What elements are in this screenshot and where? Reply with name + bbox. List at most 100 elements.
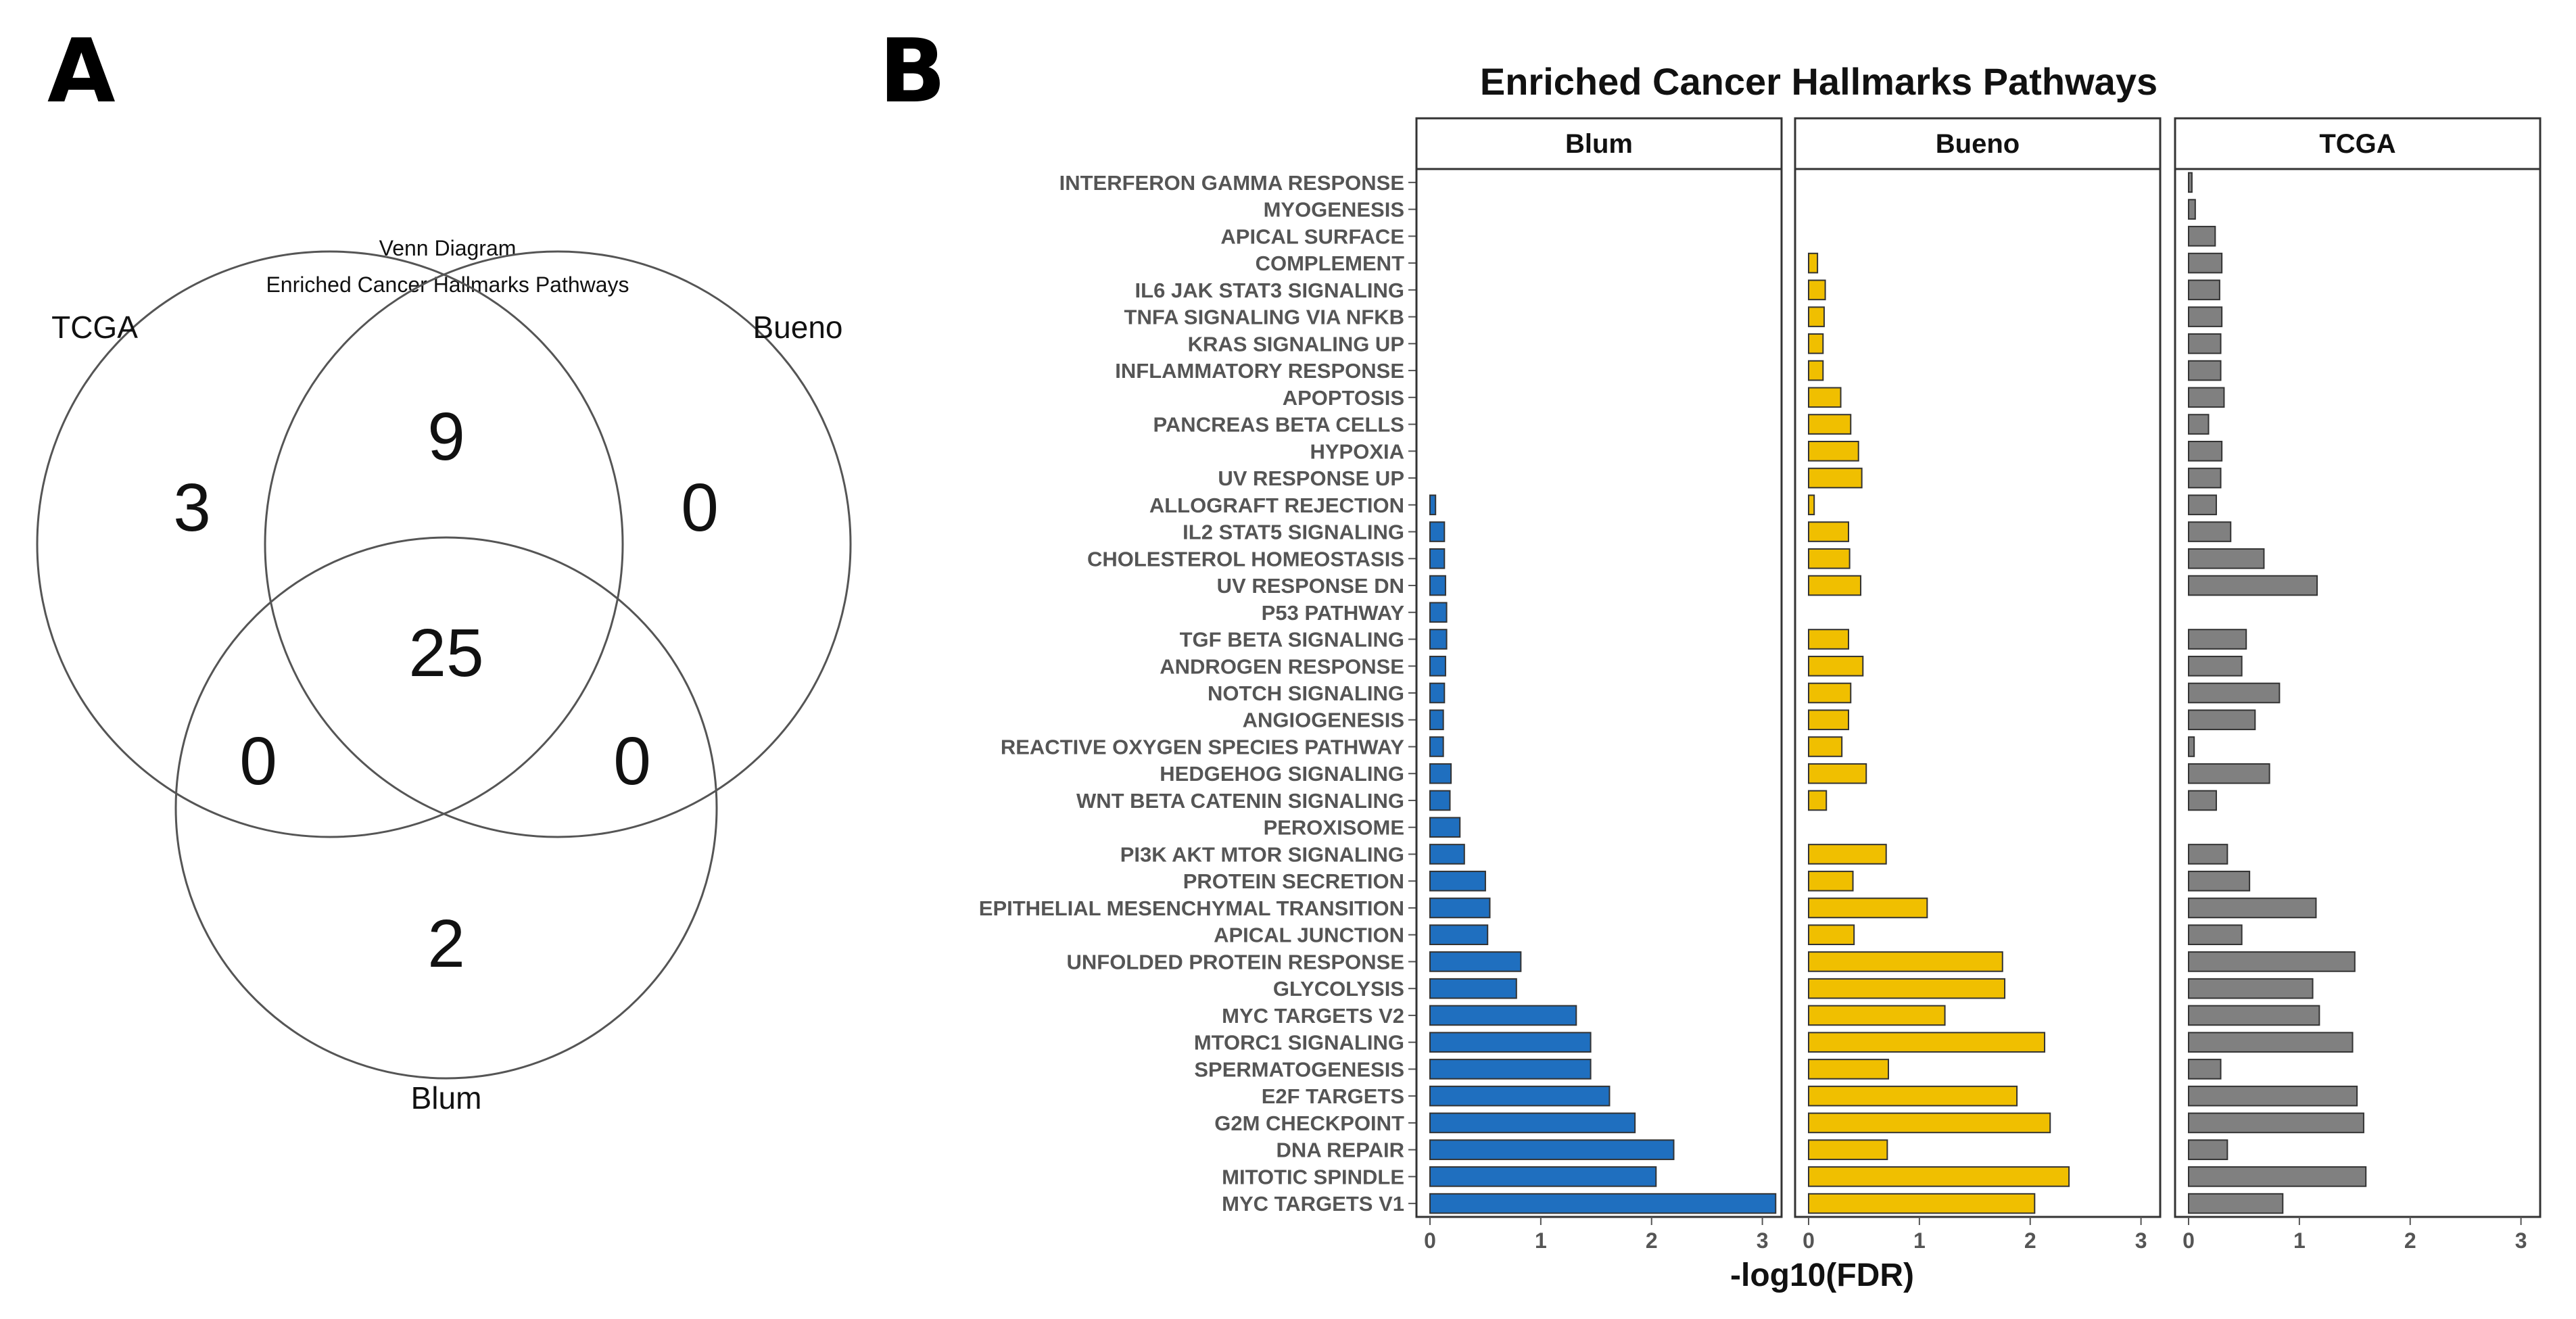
- bar-blum: [1429, 1085, 1611, 1107]
- bar-bueno: [1808, 441, 1859, 462]
- bar-bueno: [1808, 467, 1863, 489]
- bar-blum: [1429, 1139, 1675, 1160]
- venn-count-bueno-blum: 0: [613, 723, 651, 799]
- bar-tcga: [2188, 978, 2314, 999]
- bar-bueno: [1808, 978, 2006, 999]
- bar-tcga: [2188, 1085, 2358, 1107]
- category-label: KRAS SIGNALING UP: [1188, 332, 1404, 356]
- category-label: MYOGENESIS: [1264, 198, 1404, 222]
- bar-tcga: [2188, 548, 2265, 569]
- bar-blum: [1429, 655, 1446, 677]
- bar-blum: [1429, 790, 1451, 811]
- bar-blum: [1429, 870, 1486, 892]
- x-tick-label: 1: [2293, 1228, 2306, 1253]
- category-label: MTORC1 SIGNALING: [1194, 1031, 1404, 1055]
- bar-bueno: [1808, 790, 1828, 811]
- bar-bueno: [1808, 1059, 1889, 1080]
- bar-bueno: [1808, 252, 1819, 274]
- facet-strip-label: Bueno: [1936, 129, 2020, 159]
- facet-strip: [1794, 117, 2162, 170]
- category-label: WNT BETA CATENIN SIGNALING: [1076, 789, 1404, 813]
- bar-blum: [1429, 978, 1517, 999]
- bar-blum: [1429, 602, 1448, 623]
- category-label: UNFOLDED PROTEIN RESPONSE: [1067, 950, 1405, 974]
- bar-tcga: [2188, 1032, 2354, 1053]
- bar-blum: [1429, 736, 1444, 757]
- venn-count-tcga-only: 3: [173, 470, 211, 546]
- panel-b-letter: B: [879, 20, 946, 122]
- bar-tcga: [2188, 360, 2222, 381]
- bar-bueno: [1808, 1112, 2051, 1134]
- bar-blum: [1429, 1193, 1777, 1214]
- bar-tcga: [2188, 172, 2193, 193]
- bar-bueno: [1808, 629, 1849, 650]
- category-label: COMPLEMENT: [1256, 251, 1405, 275]
- bar-bueno: [1808, 709, 1849, 731]
- bar-tcga: [2188, 467, 2222, 489]
- facet-strip: [2174, 117, 2542, 170]
- category-label: GLYCOLYSIS: [1273, 977, 1404, 1001]
- bar-tcga: [2188, 414, 2210, 435]
- bar-tcga: [2188, 1193, 2284, 1214]
- bar-bueno: [1808, 951, 2003, 972]
- bar-tcga: [2188, 870, 2251, 892]
- category-label: ALLOGRAFT REJECTION: [1149, 494, 1404, 517]
- category-label: NOTCH SIGNALING: [1208, 681, 1404, 705]
- bar-tcga: [2188, 387, 2225, 408]
- venn-count-blum-only: 2: [427, 906, 465, 982]
- bar-tcga: [2188, 897, 2317, 919]
- category-label: CHOLESTEROL HOMEOSTASIS: [1087, 547, 1404, 571]
- bar-bueno: [1808, 870, 1854, 892]
- x-tick-label: 0: [1424, 1228, 1436, 1253]
- x-tick-label: 1: [1913, 1228, 1926, 1253]
- venn-title-line1: Venn Diagram: [379, 236, 517, 260]
- x-tick-label: 0: [2183, 1228, 2195, 1253]
- bar-tcga: [2188, 1139, 2228, 1160]
- bar-blum: [1429, 682, 1446, 704]
- bar-bueno: [1808, 682, 1852, 704]
- x-axis-label: -log10(FDR): [1730, 1257, 1914, 1293]
- venn-label-bueno: Bueno: [753, 310, 842, 345]
- x-tick-label: 1: [1535, 1228, 1547, 1253]
- bar-blum: [1429, 897, 1491, 919]
- bar-blum: [1429, 763, 1452, 784]
- bar-tcga: [2188, 306, 2223, 327]
- bar-blum: [1429, 1166, 1657, 1187]
- category-label: APICAL SURFACE: [1220, 224, 1404, 248]
- bar-tcga: [2188, 441, 2223, 462]
- category-label: INFLAMMATORY RESPONSE: [1115, 359, 1404, 383]
- bar-tcga: [2188, 736, 2195, 757]
- category-label: HYPOXIA: [1310, 439, 1404, 463]
- category-label: INTERFERON GAMMA RESPONSE: [1059, 171, 1404, 195]
- bar-bueno: [1808, 844, 1887, 865]
- bar-tcga: [2188, 629, 2247, 650]
- bar-tcga: [2188, 924, 2243, 946]
- x-tick-label: 3: [1757, 1228, 1769, 1253]
- bar-bueno: [1808, 494, 1815, 516]
- category-label: EPITHELIAL MESENCHYMAL TRANSITION: [979, 896, 1404, 920]
- category-label: ANGIOGENESIS: [1243, 709, 1404, 732]
- facet-tcga: TCGA 0 1 2 3: [2174, 117, 2542, 1253]
- bar-blum: [1429, 924, 1489, 946]
- category-label: MYC TARGETS V2: [1222, 1004, 1404, 1028]
- bar-bueno: [1808, 548, 1851, 569]
- bar-blum: [1429, 548, 1446, 569]
- venn-panel: A Venn Diagram Enriched Cancer Hallmarks…: [36, 20, 852, 1116]
- category-label: UV RESPONSE UP: [1218, 466, 1404, 490]
- venn-circle-tcga: [36, 250, 624, 838]
- category-label: MYC TARGETS V1: [1222, 1192, 1404, 1216]
- bar-tcga: [2188, 575, 2318, 596]
- bar-blum: [1429, 494, 1437, 516]
- bar-tcga: [2188, 682, 2281, 704]
- bar-tcga: [2188, 521, 2232, 542]
- category-label: TNFA SIGNALING VIA NFKB: [1124, 306, 1404, 329]
- venn-label-blum: Blum: [411, 1080, 482, 1116]
- bar-tcga: [2188, 763, 2270, 784]
- facet-strip: [1415, 117, 1783, 170]
- bar-tcga: [2188, 709, 2256, 731]
- bar-tcga: [2188, 333, 2222, 354]
- category-label: DNA REPAIR: [1277, 1138, 1404, 1162]
- facet-blum: Blum 0 1 2 3: [1415, 117, 1783, 1253]
- bar-bueno: [1808, 414, 1852, 435]
- bar-tcga: [2188, 226, 2216, 247]
